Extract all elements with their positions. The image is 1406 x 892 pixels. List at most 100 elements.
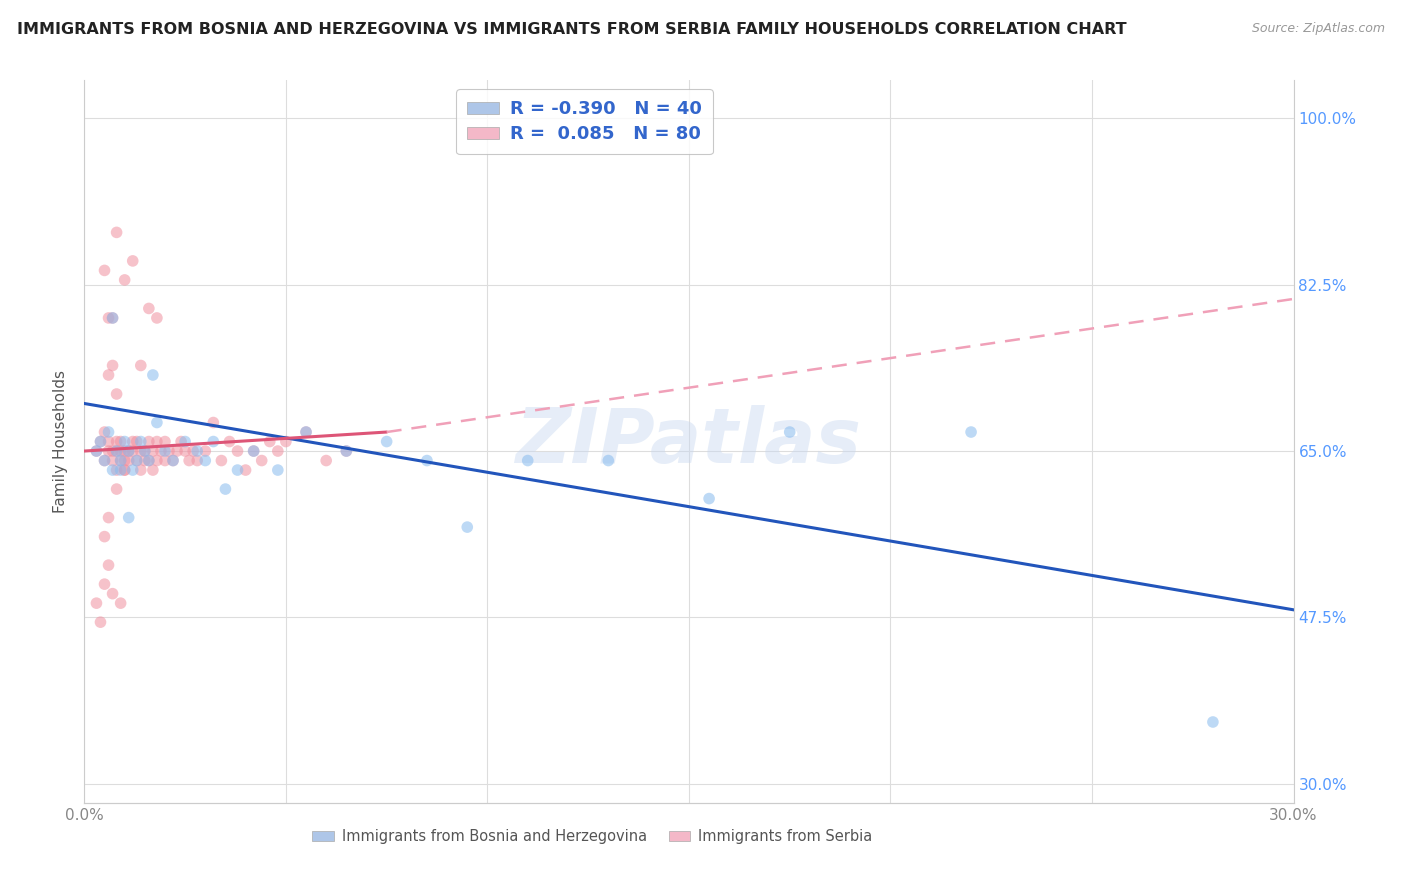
Point xyxy=(114,273,136,287)
Point xyxy=(125,434,148,449)
Point xyxy=(335,444,357,458)
Point xyxy=(153,434,176,449)
Point xyxy=(118,453,141,467)
Point xyxy=(375,434,398,449)
Point xyxy=(121,254,143,268)
Point xyxy=(93,577,115,591)
Point xyxy=(267,444,290,458)
Point xyxy=(162,453,184,467)
Point xyxy=(295,425,318,439)
Text: ZIPatlas: ZIPatlas xyxy=(516,405,862,478)
Point xyxy=(86,596,108,610)
Point xyxy=(209,453,232,467)
Point xyxy=(97,510,120,524)
Point xyxy=(114,453,136,467)
Point xyxy=(114,444,136,458)
Point xyxy=(697,491,720,506)
Point xyxy=(1202,714,1225,729)
Point xyxy=(142,444,165,458)
Point xyxy=(166,444,188,458)
Point xyxy=(105,444,128,458)
Point xyxy=(110,434,132,449)
Point xyxy=(97,425,120,439)
Point xyxy=(456,520,478,534)
Point xyxy=(242,444,264,458)
Point xyxy=(134,453,156,467)
Point xyxy=(142,368,165,382)
Point xyxy=(101,310,124,325)
Point xyxy=(181,444,204,458)
Point xyxy=(186,444,208,458)
Point xyxy=(105,387,128,401)
Point xyxy=(105,463,128,477)
Point xyxy=(153,444,176,458)
Point xyxy=(146,453,169,467)
Point xyxy=(110,453,132,467)
Text: IMMIGRANTS FROM BOSNIA AND HERZEGOVINA VS IMMIGRANTS FROM SERBIA FAMILY HOUSEHOL: IMMIGRANTS FROM BOSNIA AND HERZEGOVINA V… xyxy=(17,22,1126,37)
Point xyxy=(416,453,439,467)
Point xyxy=(146,434,169,449)
Point xyxy=(118,510,141,524)
Point xyxy=(125,453,148,467)
Point xyxy=(101,463,124,477)
Point xyxy=(97,310,120,325)
Point xyxy=(97,558,120,573)
Point xyxy=(101,587,124,601)
Point xyxy=(194,453,217,467)
Point xyxy=(138,453,160,467)
Point xyxy=(779,425,801,439)
Point xyxy=(101,359,124,373)
Point xyxy=(202,416,225,430)
Point xyxy=(157,444,180,458)
Point xyxy=(114,463,136,477)
Point xyxy=(101,453,124,467)
Point xyxy=(97,434,120,449)
Point xyxy=(174,444,197,458)
Point xyxy=(114,434,136,449)
Point xyxy=(86,444,108,458)
Point xyxy=(142,463,165,477)
Point xyxy=(121,463,143,477)
Point xyxy=(226,444,249,458)
Text: Source: ZipAtlas.com: Source: ZipAtlas.com xyxy=(1251,22,1385,36)
Point xyxy=(174,434,197,449)
Point xyxy=(93,425,115,439)
Point xyxy=(121,444,143,458)
Point xyxy=(110,463,132,477)
Point xyxy=(202,434,225,449)
Point xyxy=(125,453,148,467)
Point xyxy=(960,425,983,439)
Point xyxy=(110,453,132,467)
Point xyxy=(89,434,111,449)
Point xyxy=(146,310,169,325)
Point xyxy=(516,453,538,467)
Point xyxy=(179,453,201,467)
Point xyxy=(105,482,128,496)
Point xyxy=(93,453,115,467)
Point xyxy=(93,453,115,467)
Point xyxy=(110,596,132,610)
Point xyxy=(105,444,128,458)
Point xyxy=(335,444,357,458)
Point xyxy=(149,444,172,458)
Point xyxy=(97,444,120,458)
Point xyxy=(235,463,257,477)
Point xyxy=(86,444,108,458)
Point xyxy=(146,416,169,430)
Point xyxy=(121,434,143,449)
Point xyxy=(295,425,318,439)
Point xyxy=(138,453,160,467)
Point xyxy=(274,434,297,449)
Point xyxy=(129,463,152,477)
Point xyxy=(97,368,120,382)
Point xyxy=(598,453,620,467)
Point xyxy=(101,310,124,325)
Point xyxy=(138,434,160,449)
Point xyxy=(110,444,132,458)
Point xyxy=(93,530,115,544)
Point xyxy=(226,463,249,477)
Point xyxy=(170,434,193,449)
Y-axis label: Family Households: Family Households xyxy=(53,370,69,513)
Point xyxy=(101,444,124,458)
Legend: Immigrants from Bosnia and Herzegovina, Immigrants from Serbia: Immigrants from Bosnia and Herzegovina, … xyxy=(307,823,877,850)
